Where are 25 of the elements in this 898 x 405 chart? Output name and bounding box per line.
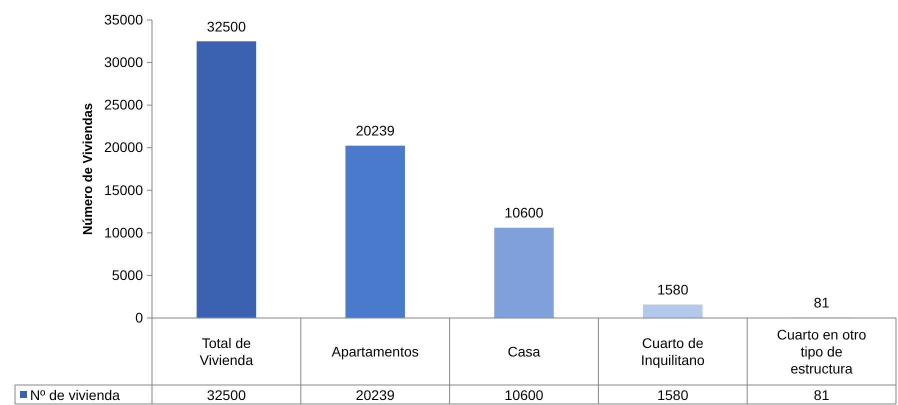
annotation: 20239 [356,122,395,139]
x-tick-label: Total de Vivienda [200,335,254,368]
x-tick-label: Casa [508,344,541,360]
y-tick-label: 25000 [104,96,144,113]
y-tick-label: 5000 [112,266,144,283]
data-label: 81 [814,387,830,403]
data-label: 32500 [206,387,246,403]
annotation: 1580 [657,282,689,298]
y-tick-label: 15000 [104,182,144,198]
annotation: 32500 [206,18,246,34]
x-tick-label: Apartamentos [332,344,419,360]
legend-label: Nº de vivienda [30,387,120,403]
y-tick-label: 0 [135,309,144,326]
x-tick-label: Cuarto en otro tipo de estructura [776,326,867,376]
y-tick-label: 20000 [104,139,144,156]
y-tick-label: 10000 [104,224,144,240]
annotation: 10600 [504,204,544,221]
x-tick-label: Cuarto de Inquilitano [640,335,705,368]
y-tick-label: 30000 [104,54,144,70]
data-label: 1580 [657,387,689,403]
y-axis-title: Número de Viviendas [80,103,95,235]
annotation: 81 [814,294,830,310]
data-label: 20239 [356,387,395,403]
y-tick-label: 35000 [104,11,144,28]
data-label: 10600 [504,387,544,403]
